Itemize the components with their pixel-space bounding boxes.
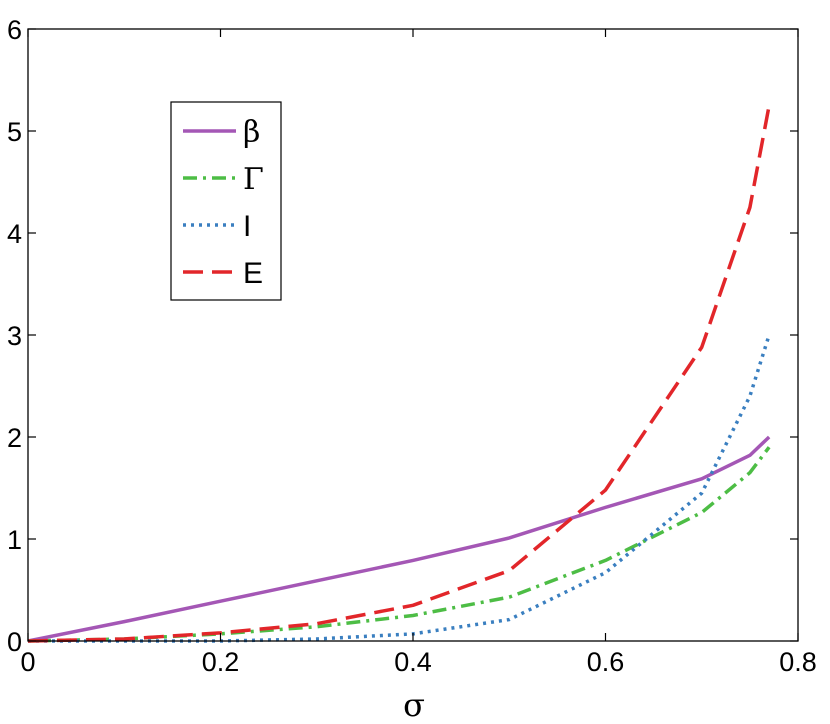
legend-label-1: β xyxy=(243,115,260,150)
x-tick-label: 0 xyxy=(20,647,35,677)
legend-label-3: I xyxy=(243,210,251,243)
series-line-1 xyxy=(27,435,771,643)
x-tick-label: 0.4 xyxy=(394,647,432,677)
legend-label-4: E xyxy=(243,257,263,290)
x-axis-label: σ xyxy=(403,686,425,724)
x-tick-label: 0.2 xyxy=(202,647,240,677)
series-line-2 xyxy=(27,446,771,643)
y-tick-label: 2 xyxy=(7,423,22,453)
y-tick-label: 3 xyxy=(7,321,22,351)
y-tick-label: 1 xyxy=(7,525,22,555)
y-tick-label: 6 xyxy=(7,15,22,45)
tick-labels: 0 0.2 0.4 0.6 0.8 0 1 2 3 4 5 6 xyxy=(7,15,817,677)
y-tick-label: 0 xyxy=(7,627,22,657)
series-line-4 xyxy=(27,105,771,643)
y-tick-label: 5 xyxy=(7,117,22,147)
x-tick-label: 0.8 xyxy=(779,647,817,677)
x-tick-label: 0.6 xyxy=(587,647,625,677)
legend-label-2: Γ xyxy=(243,162,264,197)
y-tick-label: 4 xyxy=(7,219,22,249)
legend-box xyxy=(170,101,282,301)
axis-ticks xyxy=(27,28,799,642)
